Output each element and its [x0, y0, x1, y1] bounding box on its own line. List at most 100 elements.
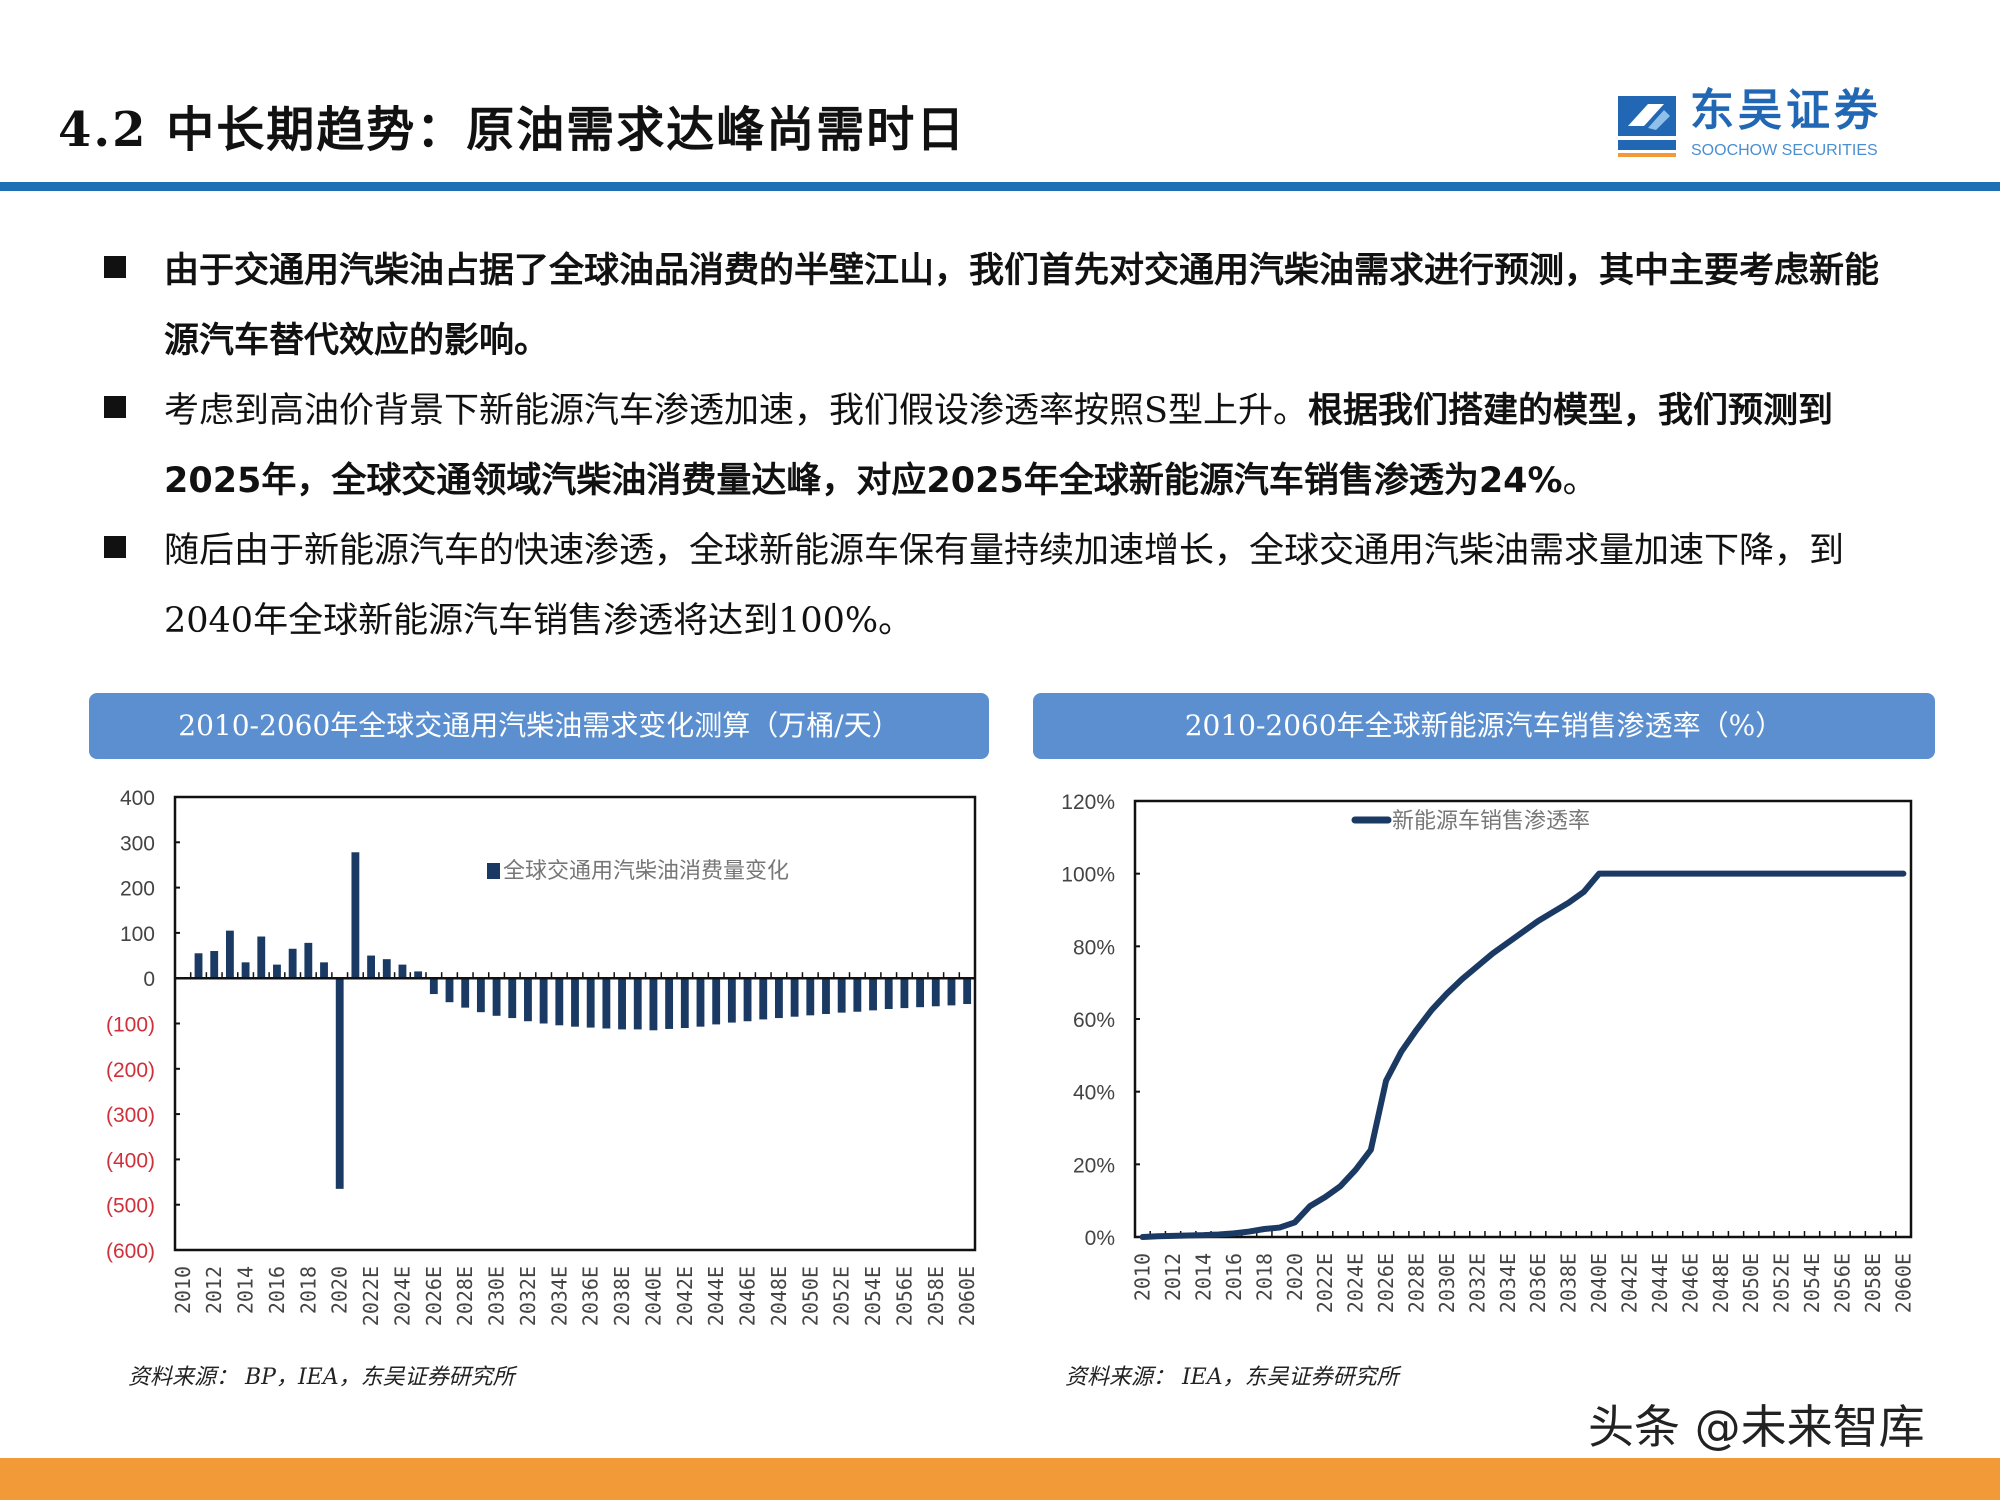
y-tick-label: 60% [1073, 1009, 1115, 1032]
y-tick-label: 0% [1085, 1227, 1115, 1250]
bar [288, 948, 297, 979]
bar [304, 942, 313, 979]
bar [743, 978, 752, 1022]
y-tick-label: (100) [106, 1014, 155, 1037]
bar [775, 978, 783, 1019]
bar [586, 978, 595, 1028]
bar [445, 978, 454, 1003]
x-tick-label: 2056E [892, 1266, 916, 1326]
x-tick-label: 2052E [1770, 1253, 1794, 1313]
bar [555, 978, 564, 1026]
bullet-item: 由于交通用汽柴油占据了全球油品消费的半壁江山，我们首先对交通用汽柴油需求进行预测… [100, 236, 1900, 376]
y-tick-label: 80% [1073, 936, 1115, 959]
logo-chinese-name: 东吴证券 [1690, 85, 1882, 136]
bar [837, 978, 846, 1013]
bullet-list: 由于交通用汽柴油占据了全球油品消费的半壁江山，我们首先对交通用汽柴油需求进行预测… [100, 236, 1900, 656]
x-tick-label: 2018 [296, 1266, 320, 1314]
bullet-text: 由于交通用汽柴油占据了全球油品消费的半壁江山，我们首先对交通用汽柴油需求进行预测… [164, 251, 1880, 361]
x-tick-label: 2016 [265, 1266, 289, 1314]
bar [508, 978, 517, 1019]
x-tick-label: 2050E [1739, 1253, 1763, 1313]
logo-english-name: SOOCHOW SECURITIES [1691, 142, 1878, 159]
bar [539, 978, 548, 1024]
series-line [1139, 870, 1907, 1240]
x-tick-label: 2026E [1374, 1253, 1398, 1313]
bar [367, 955, 375, 979]
bar [822, 978, 830, 1014]
page-title: 4.2 中长期趋势：原油需求达峰尚需时日 [58, 102, 967, 158]
x-tick-label: 2026E [422, 1266, 446, 1326]
bar [602, 978, 611, 1029]
bar [241, 962, 250, 979]
bar [853, 978, 862, 1012]
x-tick-label: 2046E [1678, 1253, 1702, 1313]
bar [382, 959, 391, 979]
x-tick-label: 2038E [610, 1266, 634, 1326]
legend-label: 全球交通用汽柴油消费量变化 [503, 859, 789, 884]
bullet-square-icon [104, 536, 126, 558]
footer-bar [0, 1458, 2000, 1500]
bar [210, 951, 219, 979]
bar [633, 978, 642, 1030]
x-tick-label: 2028E [453, 1266, 477, 1326]
bar [696, 978, 705, 1027]
y-tick-label: 400 [120, 787, 155, 810]
y-tick-label: 40% [1073, 1082, 1115, 1105]
y-tick-label: 120% [1061, 791, 1115, 814]
y-tick-label: 0 [143, 968, 155, 991]
x-tick-label: 2040E [641, 1266, 665, 1326]
x-tick-label: 2010 [171, 1266, 195, 1314]
bullet-text: 。 [1562, 461, 1598, 501]
x-tick-label: 2046E [736, 1266, 760, 1326]
x-tick-label: 2030E [1435, 1253, 1459, 1313]
bar [727, 978, 736, 1023]
x-tick-label: 2060E [955, 1266, 979, 1326]
bar [335, 978, 344, 1189]
x-tick-label: 2036E [1526, 1253, 1550, 1313]
y-tick-label: 100 [120, 923, 155, 946]
bar [398, 964, 407, 979]
bullet-item: 考虑到高油价背景下新能源汽车渗透加速，我们假设渗透率按照S型上升。根据我们搭建的… [100, 376, 1900, 516]
x-tick-label: 2048E [767, 1266, 791, 1326]
bar [931, 978, 940, 1007]
bar [429, 978, 438, 995]
x-tick-label: 2028E [1404, 1253, 1428, 1313]
chart-1-source: 资料来源： BP，IEA，东吴证券研究所 [128, 1365, 515, 1390]
y-tick-label: (400) [106, 1149, 155, 1172]
x-tick-label: 2024E [1344, 1253, 1368, 1313]
x-tick-label: 2034E [1496, 1253, 1520, 1313]
x-tick-label: 2032E [516, 1266, 540, 1326]
x-tick-label: 2058E [1861, 1253, 1885, 1313]
bar [273, 964, 281, 979]
x-tick-label: 2024E [390, 1266, 414, 1326]
bullet-square-icon [104, 256, 126, 278]
legend-swatch [487, 863, 500, 879]
x-tick-label: 2038E [1557, 1253, 1581, 1313]
bar [461, 978, 470, 1008]
bar [194, 953, 203, 979]
bar [869, 978, 877, 1011]
x-tick-label: 2040E [1587, 1253, 1611, 1313]
bar [665, 978, 674, 1029]
bar [900, 978, 909, 1009]
bar [257, 936, 266, 979]
x-tick-label: 2042E [673, 1266, 697, 1326]
company-logo: 东吴证券 SOOCHOW SECURITIES [1618, 88, 1918, 164]
bullet-text: 考虑到高油价背景下新能源汽车渗透加速，我们假设渗透率按照S型上升。 [164, 391, 1308, 431]
bar [414, 971, 423, 979]
header-divider [0, 182, 2000, 191]
bar [712, 978, 721, 1025]
ev-penetration-line-chart: 0%20%40%60%80%100%120%2010 2012 2014 2016 20… [1061, 791, 1915, 1313]
x-tick-label: 2022E [359, 1266, 383, 1326]
y-tick-label: (300) [106, 1104, 155, 1127]
x-tick-label: 2020 [1283, 1253, 1307, 1301]
bar [476, 978, 485, 1013]
x-tick-label: 2014 [1191, 1253, 1215, 1301]
x-tick-label: 2022E [1313, 1253, 1337, 1313]
scs-logo-icon [1618, 96, 1676, 157]
bar [790, 978, 799, 1017]
x-tick-label: 2016 [1222, 1253, 1246, 1301]
bar [649, 978, 658, 1031]
bullet-item: 随后由于新能源汽车的快速渗透，全球新能源车保有量持续加速增长，全球交通用汽柴油需… [100, 516, 1900, 656]
chart-2-source: 资料来源： IEA，东吴证券研究所 [1065, 1365, 1399, 1390]
